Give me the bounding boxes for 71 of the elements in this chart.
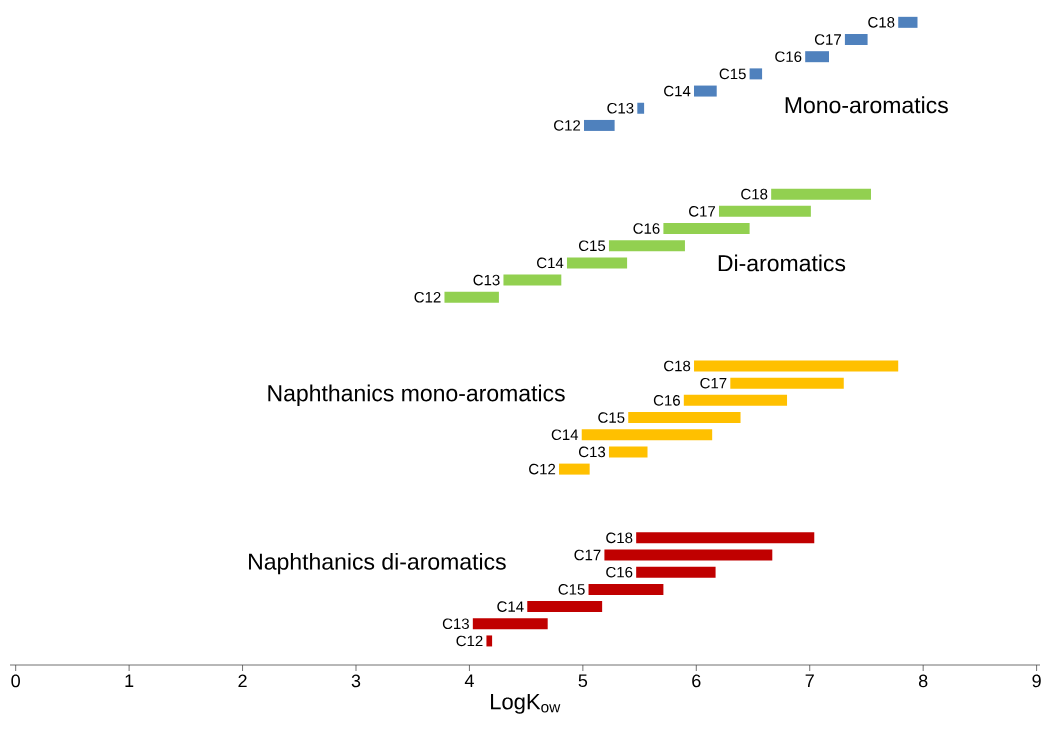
y-tick-label: C12	[529, 463, 556, 475]
y-tick-label: C13	[607, 102, 634, 114]
y-tick-label: C14	[551, 429, 579, 441]
bar	[583, 119, 615, 131]
bar	[503, 274, 562, 286]
y-tick-label: C12	[414, 291, 441, 303]
y-tick-label: C18	[741, 188, 768, 200]
bar	[608, 446, 648, 458]
x-tick-label: 0	[11, 674, 20, 688]
y-tick-label: C12	[554, 120, 581, 131]
x-tick-label: 1	[125, 674, 134, 687]
x-tick-label: 3	[351, 674, 361, 688]
bar	[663, 223, 750, 235]
bar	[566, 257, 628, 269]
x-tick-label: 6	[692, 674, 701, 688]
series-label: Naphthanics mono-aromatics	[268, 384, 565, 406]
bar	[844, 34, 868, 46]
series-label: Di-aromatics	[718, 254, 846, 272]
x-tick-label: 7	[805, 674, 814, 687]
y-tick-label: C15	[598, 412, 625, 423]
bar	[608, 240, 685, 252]
y-tick-label: C13	[579, 446, 606, 458]
y-tick-label: C18	[664, 360, 691, 372]
x-tick-label: 5	[578, 674, 588, 688]
y-tick-label: C16	[653, 395, 680, 406]
bar	[694, 85, 717, 97]
bar	[637, 102, 645, 114]
bar	[805, 51, 830, 63]
y-tick-label: C18	[868, 17, 895, 28]
bar	[486, 635, 493, 647]
y-tick-label: C16	[775, 51, 802, 62]
y-tick-label: C12	[456, 635, 483, 647]
series-label: Mono-aromatics	[785, 96, 948, 114]
bar	[683, 394, 788, 406]
bar	[444, 291, 499, 303]
y-tick-label: C13	[473, 274, 500, 286]
y-tick-label: C17	[689, 206, 716, 217]
y-tick-label: C14	[537, 257, 564, 269]
bar	[636, 566, 716, 578]
y-tick-label: C14	[497, 601, 524, 612]
y-tick-label: C16	[606, 566, 633, 578]
y-tick-label: C13	[442, 618, 469, 630]
bar	[604, 549, 773, 561]
bar	[527, 601, 603, 613]
x-tick-label: 8	[918, 674, 928, 688]
bar	[718, 205, 811, 217]
y-tick-label: C17	[700, 377, 727, 389]
y-tick-label: C18	[606, 532, 633, 544]
bar	[472, 618, 548, 630]
bar	[694, 360, 899, 372]
bar	[636, 532, 815, 544]
y-tick-label: C14	[664, 85, 691, 97]
series-label: Naphthanics di-aromatics	[249, 552, 506, 575]
bar	[628, 412, 741, 424]
x-tick-label: 9	[1032, 674, 1041, 688]
y-tick-label: C15	[719, 68, 746, 80]
y-tick-label: C15	[579, 240, 606, 252]
bar	[749, 68, 763, 80]
x-tick-label: 2	[238, 674, 247, 688]
x-tick-label: 4	[464, 674, 474, 687]
y-tick-label: C15	[558, 584, 585, 595]
y-tick-label: C16	[633, 223, 660, 234]
bar	[730, 377, 844, 389]
bar	[898, 16, 918, 28]
y-tick-label: C17	[574, 549, 601, 561]
x-axis-title: LogK$_{ow}$	[491, 694, 561, 714]
bar	[588, 583, 664, 595]
y-tick-label: C17	[814, 34, 841, 45]
bar	[559, 463, 590, 475]
bar	[581, 429, 713, 441]
bar	[771, 188, 871, 200]
